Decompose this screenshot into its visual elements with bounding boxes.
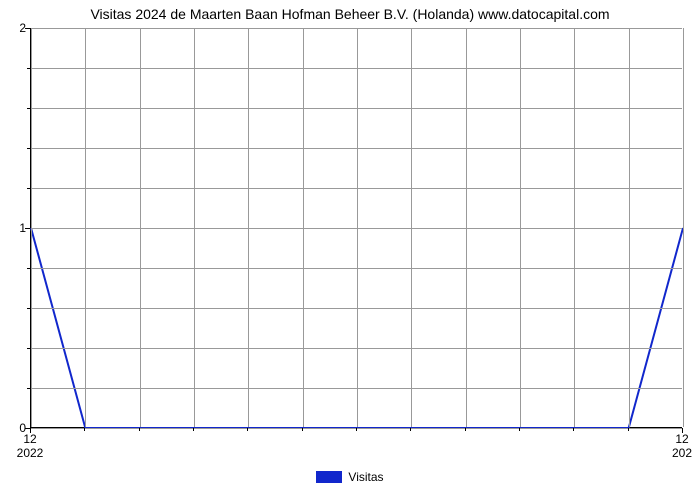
grid-v: [683, 28, 684, 427]
x-minor-tick: [356, 428, 357, 431]
x-axis-label: 12: [23, 432, 36, 446]
y-minor-tick: [27, 108, 30, 109]
legend-swatch: [316, 471, 342, 483]
y-minor-tick: [27, 28, 30, 29]
x-minor-tick: [465, 428, 466, 431]
x-minor-tick: [410, 428, 411, 431]
x-minor-tick: [519, 428, 520, 431]
chart-container: Visitas 2024 de Maarten Baan Hofman Behe…: [0, 0, 700, 500]
grid-h: [31, 148, 682, 149]
x-axis-label: 12: [675, 432, 688, 446]
x-minor-tick: [139, 428, 140, 431]
legend-label: Visitas: [348, 470, 383, 484]
grid-h: [31, 268, 682, 269]
grid-h: [31, 388, 682, 389]
x-minor-tick: [84, 428, 85, 431]
grid-h: [31, 68, 682, 69]
x-minor-tick: [302, 428, 303, 431]
grid-h: [31, 108, 682, 109]
x-minor-tick: [628, 428, 629, 431]
grid-h: [31, 308, 682, 309]
x-axis-sub-label: 202: [672, 446, 692, 460]
grid-h: [31, 228, 682, 229]
y-minor-tick: [27, 388, 30, 389]
y-minor-tick: [27, 348, 30, 349]
legend: Visitas: [0, 470, 700, 484]
chart-title: Visitas 2024 de Maarten Baan Hofman Behe…: [0, 6, 700, 22]
grid-h: [31, 28, 682, 29]
y-minor-tick: [27, 308, 30, 309]
y-minor-tick: [27, 68, 30, 69]
y-minor-tick: [27, 188, 30, 189]
grid-h: [31, 348, 682, 349]
y-axis-label: 2: [19, 21, 26, 35]
x-minor-tick: [247, 428, 248, 431]
y-minor-tick: [27, 148, 30, 149]
grid-h: [31, 188, 682, 189]
x-axis-sub-label: 2022: [17, 446, 44, 460]
x-minor-tick: [573, 428, 574, 431]
y-axis-label: 1: [19, 221, 26, 235]
y-minor-tick: [27, 268, 30, 269]
plot-area: [30, 28, 682, 428]
x-minor-tick: [193, 428, 194, 431]
